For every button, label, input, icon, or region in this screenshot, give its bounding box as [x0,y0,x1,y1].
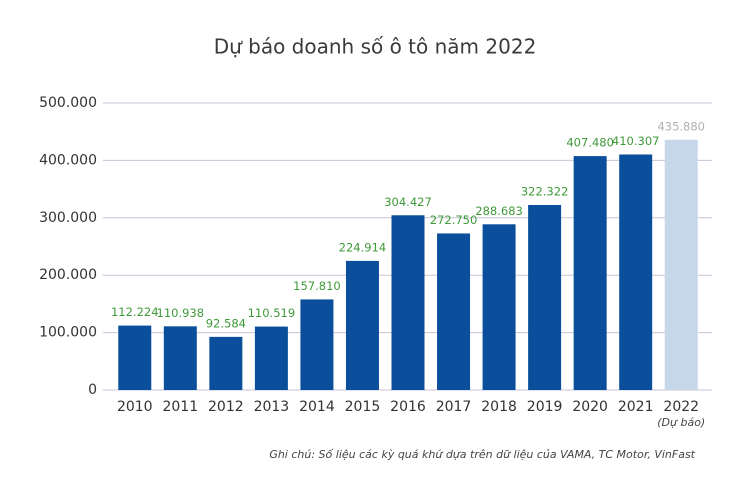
value-label: 110.519 [248,306,296,320]
y-tick-label: 400.000 [39,152,97,168]
bar [209,336,243,390]
value-label: 288.683 [475,204,523,218]
bar [573,156,607,390]
value-label: 112.224 [111,305,159,319]
y-tick-label: 100.000 [39,325,97,341]
x-tick-label: 2018 [481,399,517,415]
bar [664,139,698,390]
value-label: 322.322 [521,184,569,198]
x-tick-label: 2016 [390,399,426,415]
value-label: 410.307 [612,134,660,148]
bar [391,215,425,390]
x-tick-label: 2019 [527,399,563,415]
bar [254,326,288,390]
x-tick-label: 2011 [162,399,198,415]
x-tick-label: 2014 [299,399,335,415]
value-label: 157.810 [293,279,341,293]
y-tick-label: 500.000 [39,95,97,111]
chart-title: Dự báo doanh số ô tô năm 2022 [214,35,537,59]
x-tick-label: 2012 [208,399,244,415]
x-tick-label: 2010 [117,399,153,415]
x-tick-label: 2017 [436,399,472,415]
bar [345,260,379,390]
x-tick-label: 2021 [618,399,654,415]
bar [118,325,152,390]
value-label: 272.750 [430,213,478,227]
x-tick-label: 2022 [663,399,699,415]
bar [437,233,471,390]
bar [300,299,334,390]
bar [482,224,516,390]
value-label: 110.938 [157,306,205,320]
category-note: (Dự báo) [657,416,705,429]
value-label: 435.880 [657,119,705,133]
note: Ghi chú: Số liệu các kỳ quá khứ dựa trên… [269,448,695,461]
bar [528,204,562,390]
value-label: 304.427 [384,195,432,209]
bar [619,154,653,390]
y-tick-label: 300.000 [39,210,97,226]
x-tick-label: 2015 [345,399,381,415]
x-tick-label: 2020 [572,399,608,415]
value-label: 92.584 [206,316,246,330]
value-label: 224.914 [339,240,387,254]
y-tick-label: 0 [88,382,97,398]
y-tick-label: 200.000 [39,267,97,283]
x-tick-label: 2013 [254,399,290,415]
value-label: 407.480 [566,136,614,150]
bar [163,326,197,390]
